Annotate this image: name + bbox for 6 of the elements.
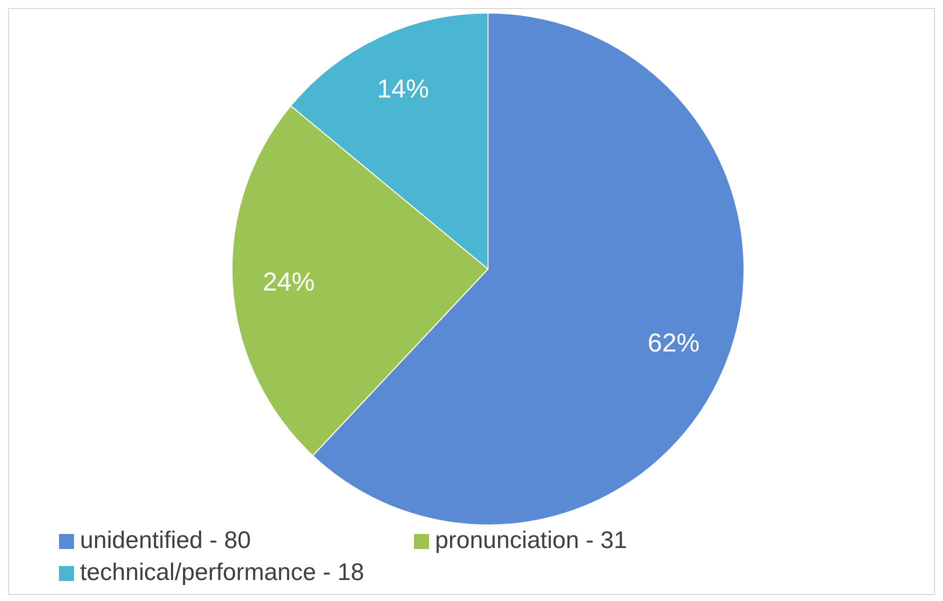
data-label: 62% [648, 328, 700, 358]
legend-label: technical/performance - 18 [80, 559, 364, 587]
data-label: 14% [376, 73, 430, 104]
legend-label: unidentified - 80 [80, 527, 251, 555]
data-label: 24% [262, 266, 315, 297]
legend-label: pronunciation - 31 [435, 527, 628, 555]
